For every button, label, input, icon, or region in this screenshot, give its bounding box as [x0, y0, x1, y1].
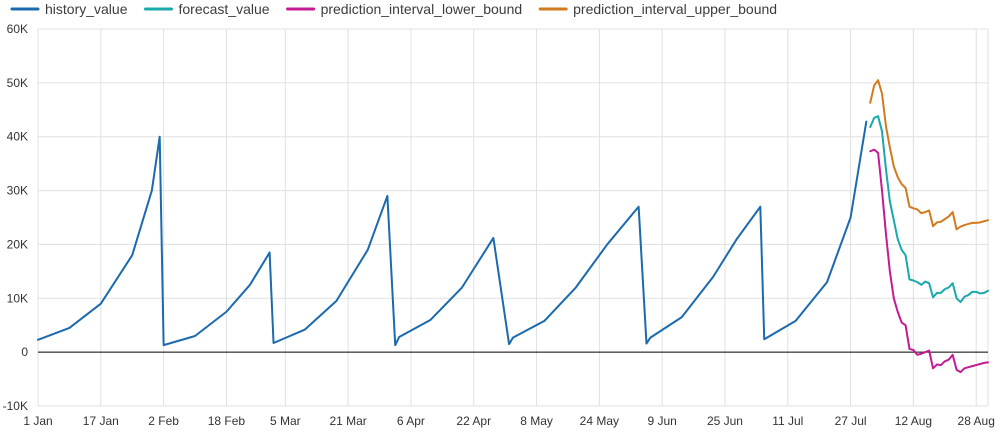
legend-label: prediction_interval_lower_bound [321, 1, 523, 17]
x-tick-label: 8 May [520, 414, 553, 428]
x-tick-label: 11 Jul [772, 414, 803, 428]
x-tick-label: 21 Mar [329, 414, 366, 428]
x-tick-label: 5 Mar [270, 414, 301, 428]
series-line-history-value [37, 120, 868, 347]
legend-label: prediction_interval_upper_bound [573, 1, 777, 17]
y-tick-label: 40K [7, 130, 28, 144]
x-tick-label: 27 Jul [835, 414, 867, 428]
chart-gridlines [37, 28, 989, 407]
x-tick-label: 22 Apr [456, 414, 491, 428]
series-line-forecast-value [869, 115, 989, 304]
y-tick-label: -10K [3, 399, 28, 413]
y-tick-label: 10K [7, 291, 28, 305]
y-tick-label: 60K [7, 22, 28, 36]
series-layer [37, 79, 989, 374]
y-tick-label: 30K [7, 184, 28, 198]
y-axis: -10K 0 10K 20K 30K 40K 50K 60K [3, 22, 29, 413]
y-tick-label: 0 [21, 345, 28, 359]
legend-label: history_value [45, 1, 128, 17]
x-tick-label: 1 Jan [23, 414, 52, 428]
y-tick-label: 20K [7, 237, 28, 251]
x-tick-label: 2 Feb [148, 414, 179, 428]
legend-label: forecast_value [179, 1, 270, 17]
x-tick-label: 24 May [580, 414, 619, 428]
x-tick-label: 12 Aug [895, 414, 932, 428]
series-line-prediction-interval-lower-bound [869, 148, 989, 374]
legend-item-history-value: history_value [10, 1, 128, 17]
legend: history_value forecast_value prediction_in… [10, 1, 777, 17]
x-tick-label: 6 Apr [397, 414, 425, 428]
x-tick-label: 28 Aug [958, 414, 995, 428]
series-line-prediction-interval-upper-bound [869, 79, 989, 231]
y-tick-label: 50K [7, 76, 28, 90]
x-tick-label: 25 Jun [707, 414, 743, 428]
x-tick-label: 18 Feb [208, 414, 246, 428]
legend-item-forecast-value: forecast_value [144, 1, 270, 17]
x-tick-label: 9 Jun [647, 414, 676, 428]
x-tick-label: 17 Jan [83, 414, 119, 428]
x-axis: 1 Jan 17 Jan 2 Feb 18 Feb 5 Mar 21 Mar 6 Apr 22… [23, 414, 995, 428]
legend-item-prediction-interval-lower-bound: prediction_interval_lower_bound [286, 1, 523, 17]
legend-item-prediction-interval-upper-bound: prediction_interval_upper_bound [538, 1, 777, 17]
